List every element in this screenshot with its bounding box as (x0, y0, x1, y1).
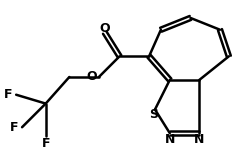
Text: O: O (86, 71, 97, 83)
Text: O: O (99, 22, 110, 35)
Text: N: N (165, 133, 175, 146)
Text: N: N (194, 133, 205, 146)
Text: F: F (41, 137, 50, 150)
Text: F: F (4, 88, 12, 101)
Text: S: S (149, 108, 158, 121)
Text: F: F (10, 121, 18, 134)
